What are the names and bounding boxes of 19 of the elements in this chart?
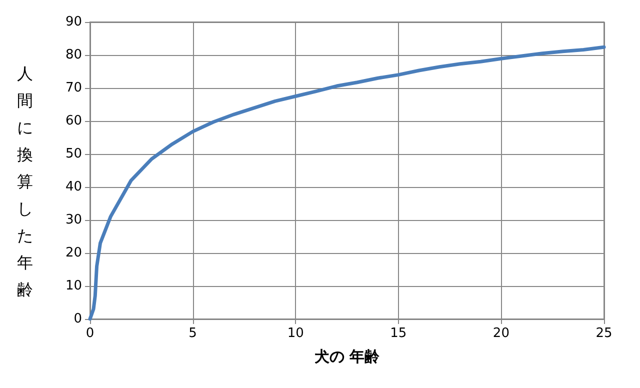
y-tick-label: 50 (65, 146, 82, 162)
x-tick-label: 25 (596, 326, 612, 341)
line-series (88, 45, 606, 321)
y-tick-label: 40 (65, 180, 82, 194)
x-tick-label: 5 (188, 326, 197, 341)
y-tick-label: 70 (65, 80, 82, 96)
x-axis-title: 犬の 年齢 (314, 348, 381, 366)
x-tick-label: 20 (492, 326, 510, 341)
y-tick-label: 90 (65, 14, 82, 30)
x-tick-label: 0 (86, 326, 94, 341)
y-tick-label: 0 (74, 312, 82, 326)
y-tick-label: 20 (65, 246, 82, 260)
x-tick-label: 10 (287, 326, 304, 341)
x-tick-label: 15 (390, 326, 407, 341)
y-tick-label: 80 (65, 48, 82, 62)
y-tick-label: 60 (65, 114, 82, 128)
y-tick-label: 30 (65, 212, 82, 228)
y-tick-label: 10 (65, 278, 82, 294)
text: 人間に換算した年齢 (17, 64, 33, 299)
